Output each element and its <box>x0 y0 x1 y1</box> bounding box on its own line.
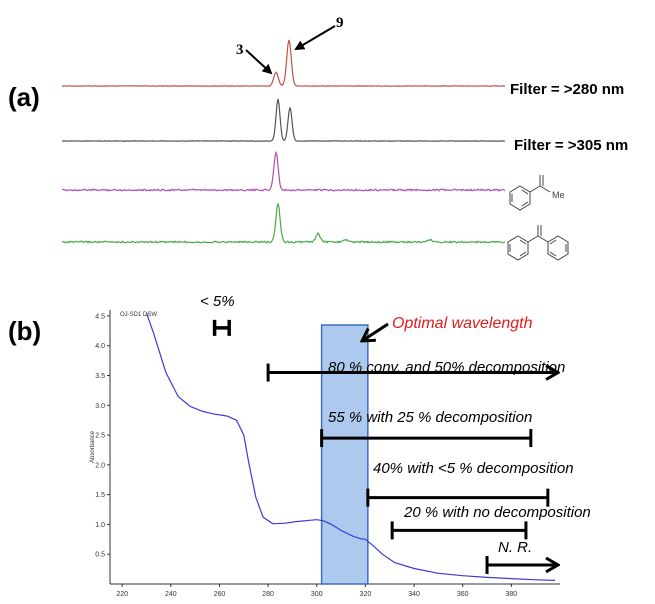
x-tick-label: 260 <box>214 591 226 598</box>
less-than-5-label: < 5% <box>200 293 235 310</box>
optimal-band-rect <box>320 324 369 585</box>
x-tick-label: 240 <box>165 591 177 598</box>
x-tick-label: 300 <box>311 591 323 598</box>
range-annotation-3: 40% with <5 % decomposition <box>373 460 574 477</box>
x-tick-label: 360 <box>457 591 469 598</box>
range-annotation-1: 80 % conv. and 50% decomposition <box>328 359 565 376</box>
optimal-wavelength-arrow <box>362 322 389 341</box>
filter-305-label: Filter = >305 nm <box>514 137 628 154</box>
spectrum-id-label: OJ-SD1 DSW <box>120 312 157 318</box>
chromatogram-trace-2 <box>61 98 506 142</box>
narrow-range-bar <box>212 319 231 336</box>
wavelength-range-bars <box>212 319 558 574</box>
x-tick-label: 380 <box>506 591 518 598</box>
panel-b-uv-spectrum: (b) 0.5 1.0 1.5 2.0 2.5 3.0 3.5 4.0 4.5 220 240 260… <box>8 293 591 598</box>
y-tick-label: 4.0 <box>95 343 105 350</box>
benzophenone-structure-icon <box>507 225 569 261</box>
optimal-wavelength-label: Optimal wavelength <box>392 315 533 332</box>
chromatogram-trace-3 <box>61 150 506 192</box>
range-bar-5 <box>485 555 558 574</box>
peak-9-arrow <box>294 25 336 51</box>
x-tick-label: 220 <box>116 591 128 598</box>
peak-3-arrow <box>245 49 273 75</box>
x-tick-label: 280 <box>262 591 274 598</box>
absorbance-curve <box>145 312 556 581</box>
panel-a-label: (a) <box>8 82 40 112</box>
peak-label-9: 9 <box>336 15 344 31</box>
y-tick-label: 0.5 <box>95 552 105 559</box>
range-bar-3 <box>366 488 550 507</box>
x-tick-label: 340 <box>408 591 420 598</box>
range-bar-2 <box>320 429 533 448</box>
chromatogram-trace-4 <box>61 203 506 244</box>
uv-axes: 0.5 1.0 1.5 2.0 2.5 3.0 3.5 4.0 4.5 220 240 260 280 3… <box>90 310 560 598</box>
y-axis-title: Absorbance <box>90 430 96 463</box>
acetophenone-structure-icon: Me <box>509 175 565 211</box>
y-tick-label: 3.0 <box>95 403 105 410</box>
range-bar-1 <box>266 363 558 382</box>
chromatogram-trace-1 <box>61 39 506 87</box>
optimal-wavelength-band <box>320 324 369 585</box>
y-tick-label: 2.0 <box>95 462 105 469</box>
range-annotation-2: 55 % with 25 % decomposition <box>328 409 532 426</box>
y-tick-label: 1.0 <box>95 522 105 529</box>
range-bar-4 <box>390 521 528 540</box>
peak-label-3: 3 <box>236 42 244 58</box>
x-tick-label: 320 <box>360 591 372 598</box>
y-tick-label: 1.5 <box>95 492 105 499</box>
range-annotation-4: 20 % with no decomposition <box>403 504 591 521</box>
y-tick-label: 2.5 <box>95 433 105 440</box>
y-tick-label: 4.5 <box>95 313 105 320</box>
absorbance-line <box>145 312 556 581</box>
methyl-label: Me <box>552 190 565 200</box>
filter-280-label: Filter = >280 nm <box>510 81 624 98</box>
panel-b-label: (b) <box>8 316 41 346</box>
y-tick-label: 3.5 <box>95 373 105 380</box>
chromatogram-traces <box>61 39 506 244</box>
panel-a-chromatograms: (a) 3 9 Filter = >280 nm Filter = >305 n… <box>8 15 628 261</box>
range-annotation-5: N. R. <box>498 539 532 556</box>
